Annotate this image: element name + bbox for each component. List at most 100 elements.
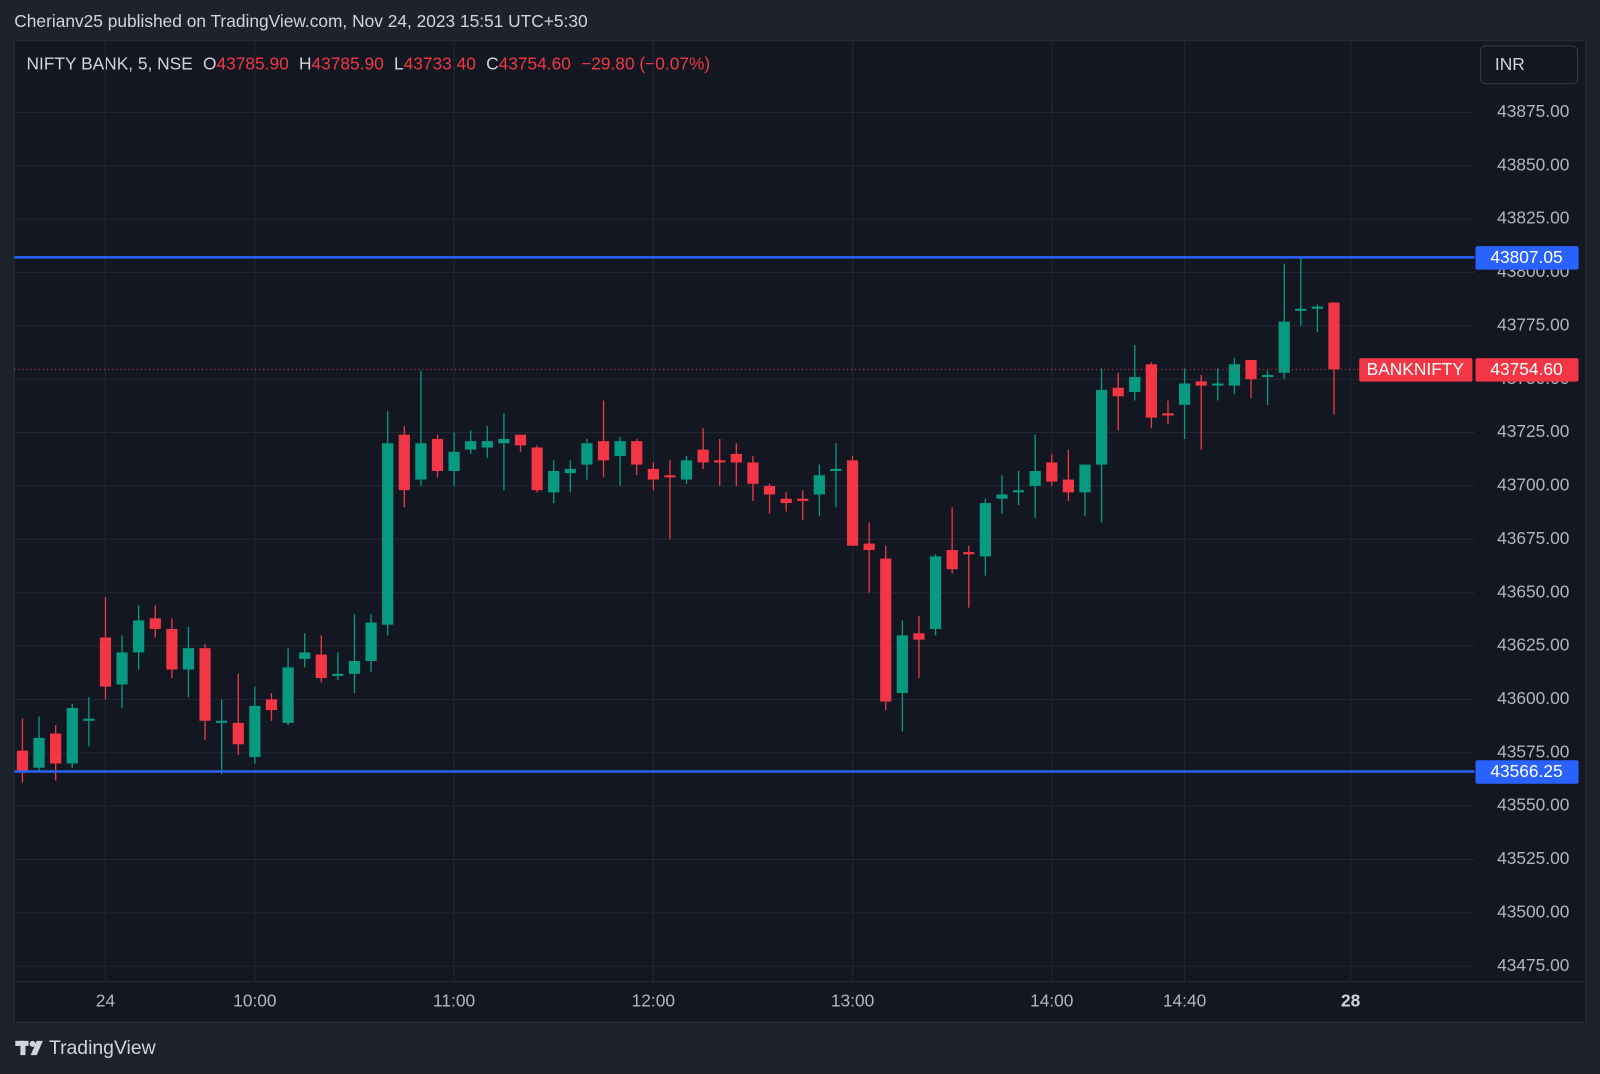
candle-body <box>963 552 975 555</box>
legend-change: −29.80 (−0.07%) <box>581 53 710 73</box>
candle-body <box>780 498 792 504</box>
candle-body <box>116 652 128 685</box>
candle-body <box>797 498 809 501</box>
candle-body <box>1029 470 1041 486</box>
y-tick-label: 43525.00 <box>1497 848 1569 868</box>
candle-body <box>431 438 444 471</box>
y-tick-label: 43850.00 <box>1497 154 1569 174</box>
y-tick-label: 43550.00 <box>1497 795 1569 815</box>
candle-body <box>714 460 726 463</box>
candle-body <box>830 468 842 471</box>
candle-body <box>282 667 294 723</box>
candle-body <box>1328 302 1340 370</box>
candle-body <box>448 451 460 471</box>
y-tick-label: 43675.00 <box>1497 528 1569 548</box>
x-tick-label: 12:00 <box>632 991 675 1011</box>
legend-prefix: H <box>299 53 312 73</box>
y-tick-label: 43475.00 <box>1497 955 1569 975</box>
legend-prefix: C <box>486 53 499 73</box>
price-badge <box>1475 358 1579 382</box>
y-tick-label: 43725.00 <box>1497 421 1569 441</box>
candle-body <box>597 441 610 461</box>
candle-body <box>232 722 244 745</box>
y-tick-label: 43775.00 <box>1497 314 1569 334</box>
candle-body <box>498 438 510 444</box>
y-tick-label: 43650.00 <box>1497 581 1569 601</box>
candle-body <box>1245 359 1257 380</box>
candle-body <box>216 720 228 723</box>
candle-body <box>514 434 527 446</box>
candle-body <box>1079 464 1091 493</box>
candle-body <box>896 635 908 694</box>
candle-body <box>1195 381 1207 386</box>
logo <box>15 1040 43 1056</box>
y-tick-label: 43575.00 <box>1497 741 1569 761</box>
candle-body <box>548 470 560 493</box>
candle-body <box>880 558 892 702</box>
candle-body <box>1062 479 1074 493</box>
hline-badge <box>1475 760 1579 784</box>
y-tick-label: 43500.00 <box>1497 901 1569 921</box>
chart-panel <box>13 40 1587 1023</box>
candle-body <box>66 707 78 764</box>
x-tick-label: 14:40 <box>1163 991 1206 1011</box>
y-tick-label: 43700.00 <box>1497 475 1569 495</box>
candle-body <box>929 556 942 629</box>
hline-label: 43566.25 <box>1490 761 1562 781</box>
candle-body <box>398 434 410 491</box>
candle-body <box>697 449 709 463</box>
x-tick-label: 13:00 <box>831 991 874 1011</box>
candle-body <box>863 543 875 550</box>
candle-body <box>647 468 659 480</box>
candle-body <box>365 622 377 661</box>
legend-value: 43785.90 <box>216 53 288 73</box>
candle-body <box>199 648 211 721</box>
candle-body <box>1178 383 1191 405</box>
candle-body <box>166 628 178 670</box>
candle-body <box>1212 383 1224 386</box>
x-tick-label: 24 <box>96 991 116 1011</box>
candle-body <box>846 460 859 546</box>
candle-body <box>1095 389 1108 465</box>
candle-body <box>1311 306 1324 309</box>
candle-body <box>149 618 161 629</box>
candle-body <box>382 443 394 625</box>
candle-body <box>332 673 344 676</box>
candle-body <box>415 443 427 480</box>
hline-label: 43807.05 <box>1490 247 1562 267</box>
candle-body <box>813 475 825 495</box>
currency[interactable]: INR <box>1495 54 1525 74</box>
candle-body <box>614 441 626 457</box>
candle-body <box>1129 377 1141 393</box>
candle-body <box>16 750 29 773</box>
candle-body <box>531 447 543 491</box>
y-tick-label: 43825.00 <box>1497 208 1569 228</box>
candle-body <box>581 443 593 465</box>
price-label: 43754.60 <box>1490 359 1562 379</box>
candle-body <box>1162 413 1174 416</box>
publisher: Cherianv25 published on TradingView.com,… <box>14 11 587 31</box>
candle-body <box>763 485 776 495</box>
candle-body <box>465 441 477 450</box>
legend-value: 43754.60 <box>499 53 571 73</box>
candle-body <box>664 475 676 478</box>
candle-body <box>50 733 62 764</box>
candle-body <box>1112 387 1124 397</box>
logo-shape <box>20 1040 26 1056</box>
legend-prefix: O <box>203 53 216 73</box>
candle-body <box>33 737 45 768</box>
legend-value: 43733.40 <box>404 53 476 73</box>
currency-button[interactable] <box>1480 45 1579 85</box>
x-tick-label: 14:00 <box>1030 991 1073 1011</box>
candle-body <box>631 441 643 465</box>
candle-body <box>913 633 925 640</box>
candle-body <box>1012 490 1025 493</box>
legend-value: 43785.90 <box>311 53 383 73</box>
y-tick-label: 43875.00 <box>1497 101 1569 121</box>
candle-body <box>680 460 693 480</box>
candle-body <box>83 718 95 721</box>
candle-body <box>133 620 145 653</box>
y-tick-label: 43625.00 <box>1497 635 1569 655</box>
candle-body <box>249 705 261 758</box>
